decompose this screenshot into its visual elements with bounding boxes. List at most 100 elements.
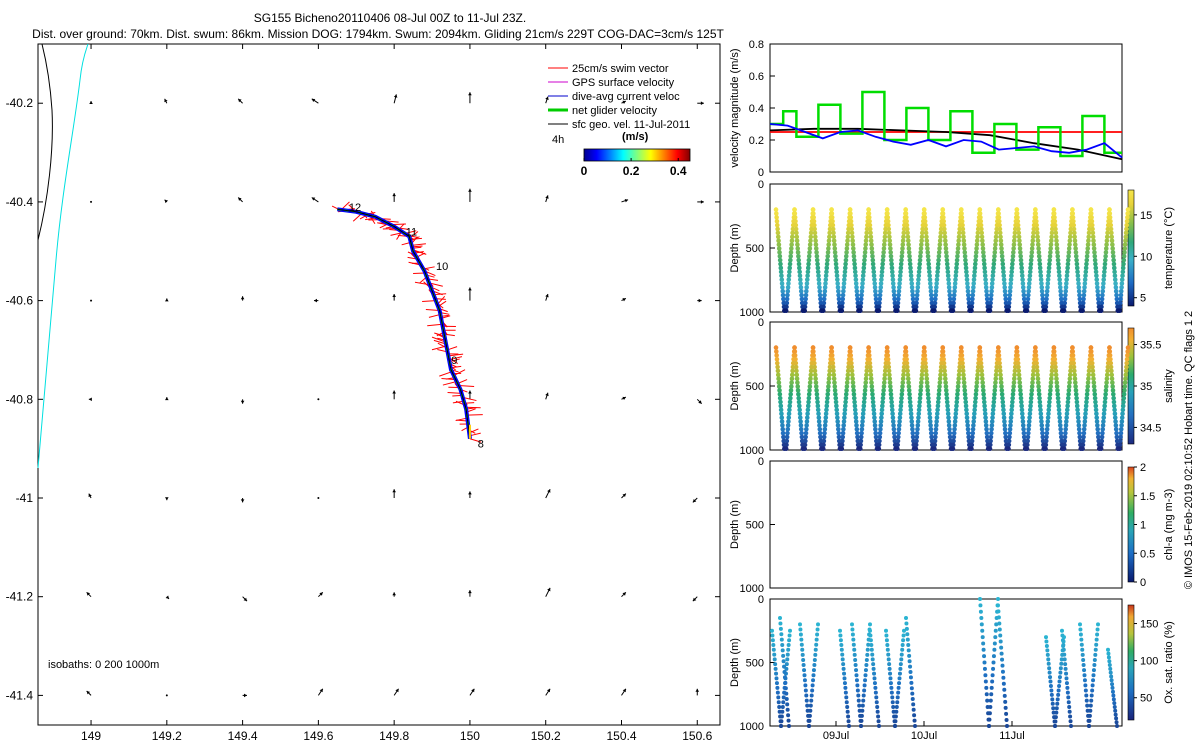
oxygen-point — [870, 657, 875, 662]
profile-point — [833, 395, 839, 401]
profile-point — [822, 426, 828, 432]
profile-point — [1120, 269, 1126, 275]
profile-point — [961, 372, 966, 378]
profile-point — [922, 349, 927, 354]
profile-point — [937, 380, 943, 385]
profile-point — [788, 388, 794, 393]
swim-vector — [422, 300, 436, 302]
profile-point — [1073, 380, 1078, 385]
profile-point — [1062, 438, 1068, 444]
profile-point — [807, 388, 812, 393]
profile-point — [882, 238, 887, 244]
profile-point — [852, 399, 857, 405]
profile-point — [1007, 430, 1013, 436]
oxygen-point — [861, 693, 866, 698]
profile-point — [804, 423, 809, 428]
colorbar-tick-label: 35.5 — [1140, 340, 1161, 352]
profile-point — [886, 364, 892, 370]
oxygen-point — [1045, 648, 1050, 653]
profile-point — [851, 391, 857, 397]
day-label: 9 — [451, 355, 457, 367]
profile-point — [806, 261, 811, 267]
profile-point — [889, 399, 894, 405]
profile-point — [975, 234, 980, 240]
oxygen-point — [1081, 657, 1086, 662]
profile-point — [934, 423, 939, 428]
profile-point — [997, 360, 1002, 366]
profile-point — [921, 207, 927, 212]
oxygen-point — [1112, 701, 1117, 706]
profile-point — [851, 395, 857, 401]
profile-point — [1071, 360, 1077, 366]
profile-point — [923, 368, 929, 374]
profile-point — [1006, 446, 1011, 452]
oxygen-point — [845, 704, 850, 709]
profile-point — [1063, 430, 1068, 436]
profile-point — [836, 430, 841, 436]
profile-point — [776, 246, 782, 251]
profile-point — [778, 261, 783, 267]
profile-point — [1089, 215, 1094, 220]
oxygen-point — [1095, 632, 1100, 637]
profile-point — [910, 434, 916, 440]
geo-vector-head — [164, 98, 168, 103]
oxygen-point — [1000, 669, 1005, 674]
profile-point — [1045, 419, 1051, 424]
profile-point — [954, 261, 960, 267]
profile-point — [998, 376, 1004, 382]
oxygen-point — [1061, 647, 1066, 652]
profile-point — [908, 403, 913, 409]
profile-point — [962, 388, 968, 393]
profile-point — [812, 364, 817, 370]
profile-point — [1120, 407, 1126, 413]
profile-point — [895, 300, 901, 306]
profile-point — [841, 288, 846, 294]
oxygen-point — [807, 713, 812, 718]
profile-point — [802, 308, 808, 314]
oxygen-point — [897, 671, 902, 676]
profile-point — [779, 415, 785, 420]
profile-point — [973, 253, 979, 259]
profile-point — [811, 356, 817, 362]
profile-point — [1093, 399, 1098, 405]
profile-point — [935, 261, 941, 267]
profile-point — [1086, 376, 1091, 382]
oxygen-point — [1047, 670, 1052, 675]
profile-point — [824, 269, 829, 275]
profile-point — [842, 411, 847, 417]
profile-point — [812, 230, 818, 236]
oxygen-point — [786, 643, 791, 648]
profile-point — [950, 304, 956, 310]
profile-point — [971, 281, 976, 286]
profile-point — [1123, 376, 1128, 382]
profile-point — [836, 296, 842, 302]
colorbar-tick-label: 150 — [1140, 619, 1158, 631]
profile-point — [798, 285, 804, 290]
oxygen-point — [800, 647, 805, 652]
oxygen-point — [798, 632, 803, 637]
oxygen-point — [770, 628, 774, 633]
oxygen-point — [863, 668, 868, 673]
profile-point — [1077, 292, 1082, 298]
profile-point — [832, 380, 837, 385]
profile-point — [822, 285, 828, 290]
depth-colorbar — [1127, 604, 1135, 721]
profile-point — [1056, 265, 1062, 271]
profile-point — [836, 292, 841, 298]
profile-point — [1019, 407, 1025, 413]
profile-point — [849, 222, 854, 228]
profile-point — [1056, 403, 1062, 409]
profile-point — [987, 446, 993, 452]
profile-point — [871, 411, 877, 417]
profile-point — [1081, 292, 1087, 298]
profile-point — [918, 253, 923, 259]
oxygen-point — [780, 648, 785, 653]
profile-point — [1015, 360, 1021, 366]
profile-point — [1008, 419, 1014, 424]
profile-point — [1044, 434, 1049, 440]
profile-point — [798, 281, 803, 286]
oxygen-point — [1063, 666, 1068, 671]
geo-vector-head — [547, 489, 551, 493]
profile-point — [1067, 242, 1072, 247]
